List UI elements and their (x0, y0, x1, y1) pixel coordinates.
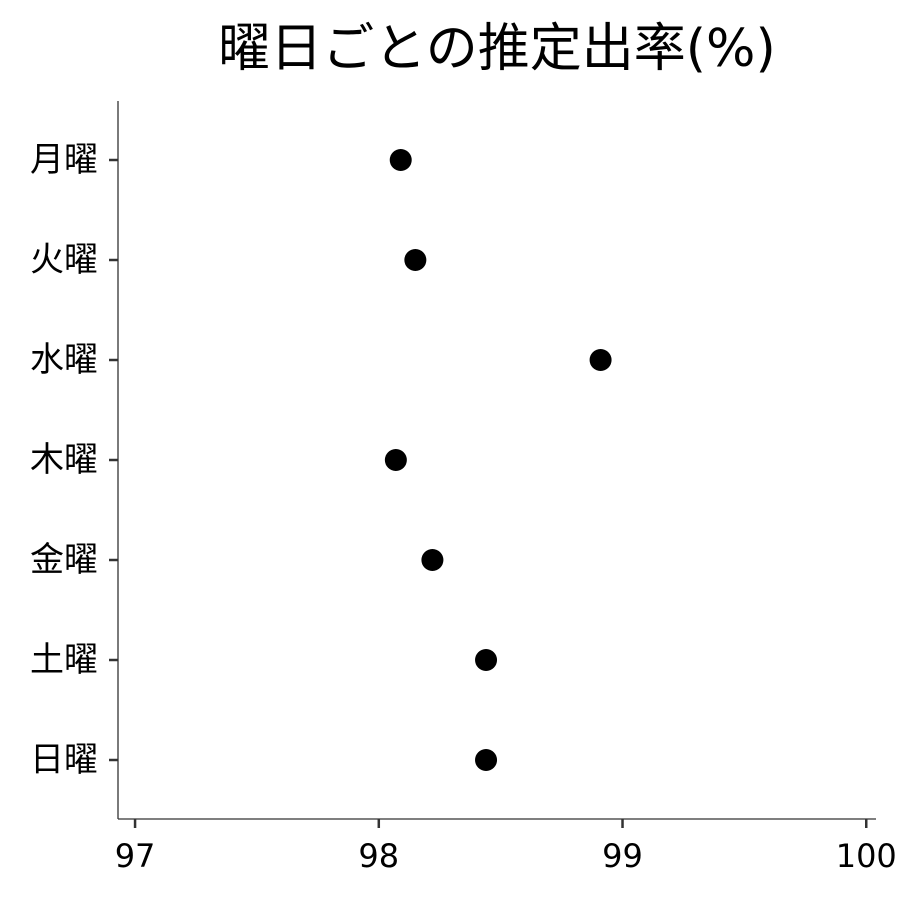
y-tick-label: 火曜 (30, 240, 98, 280)
y-tick-label: 水曜 (30, 340, 98, 380)
data-point (589, 349, 612, 371)
data-point (475, 749, 498, 771)
y-tick-label: 木曜 (30, 440, 98, 480)
data-point (384, 449, 407, 471)
x-tick-label: 100 (836, 837, 897, 875)
x-axis-ticks: 97 98 99 100 (115, 819, 897, 875)
data-point (404, 249, 427, 271)
data-points (384, 149, 612, 771)
y-tick-label: 月曜 (30, 140, 98, 180)
x-tick-label: 99 (602, 837, 643, 875)
y-tick-label: 金曜 (30, 540, 98, 580)
y-tick-label: 土曜 (30, 640, 98, 680)
x-tick-label: 97 (115, 837, 156, 875)
y-tick-label: 日曜 (30, 740, 98, 780)
x-tick-label: 98 (358, 837, 399, 875)
data-point (389, 149, 412, 171)
data-point (475, 649, 498, 671)
chart-title: 曜日ごとの推定出率(%) (218, 19, 775, 79)
data-point (421, 549, 444, 571)
